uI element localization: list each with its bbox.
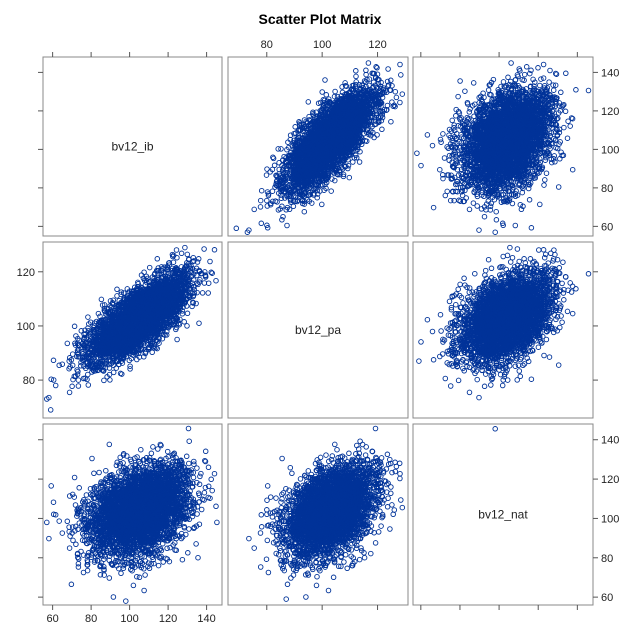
chart-title: Scatter Plot Matrix (259, 11, 382, 27)
